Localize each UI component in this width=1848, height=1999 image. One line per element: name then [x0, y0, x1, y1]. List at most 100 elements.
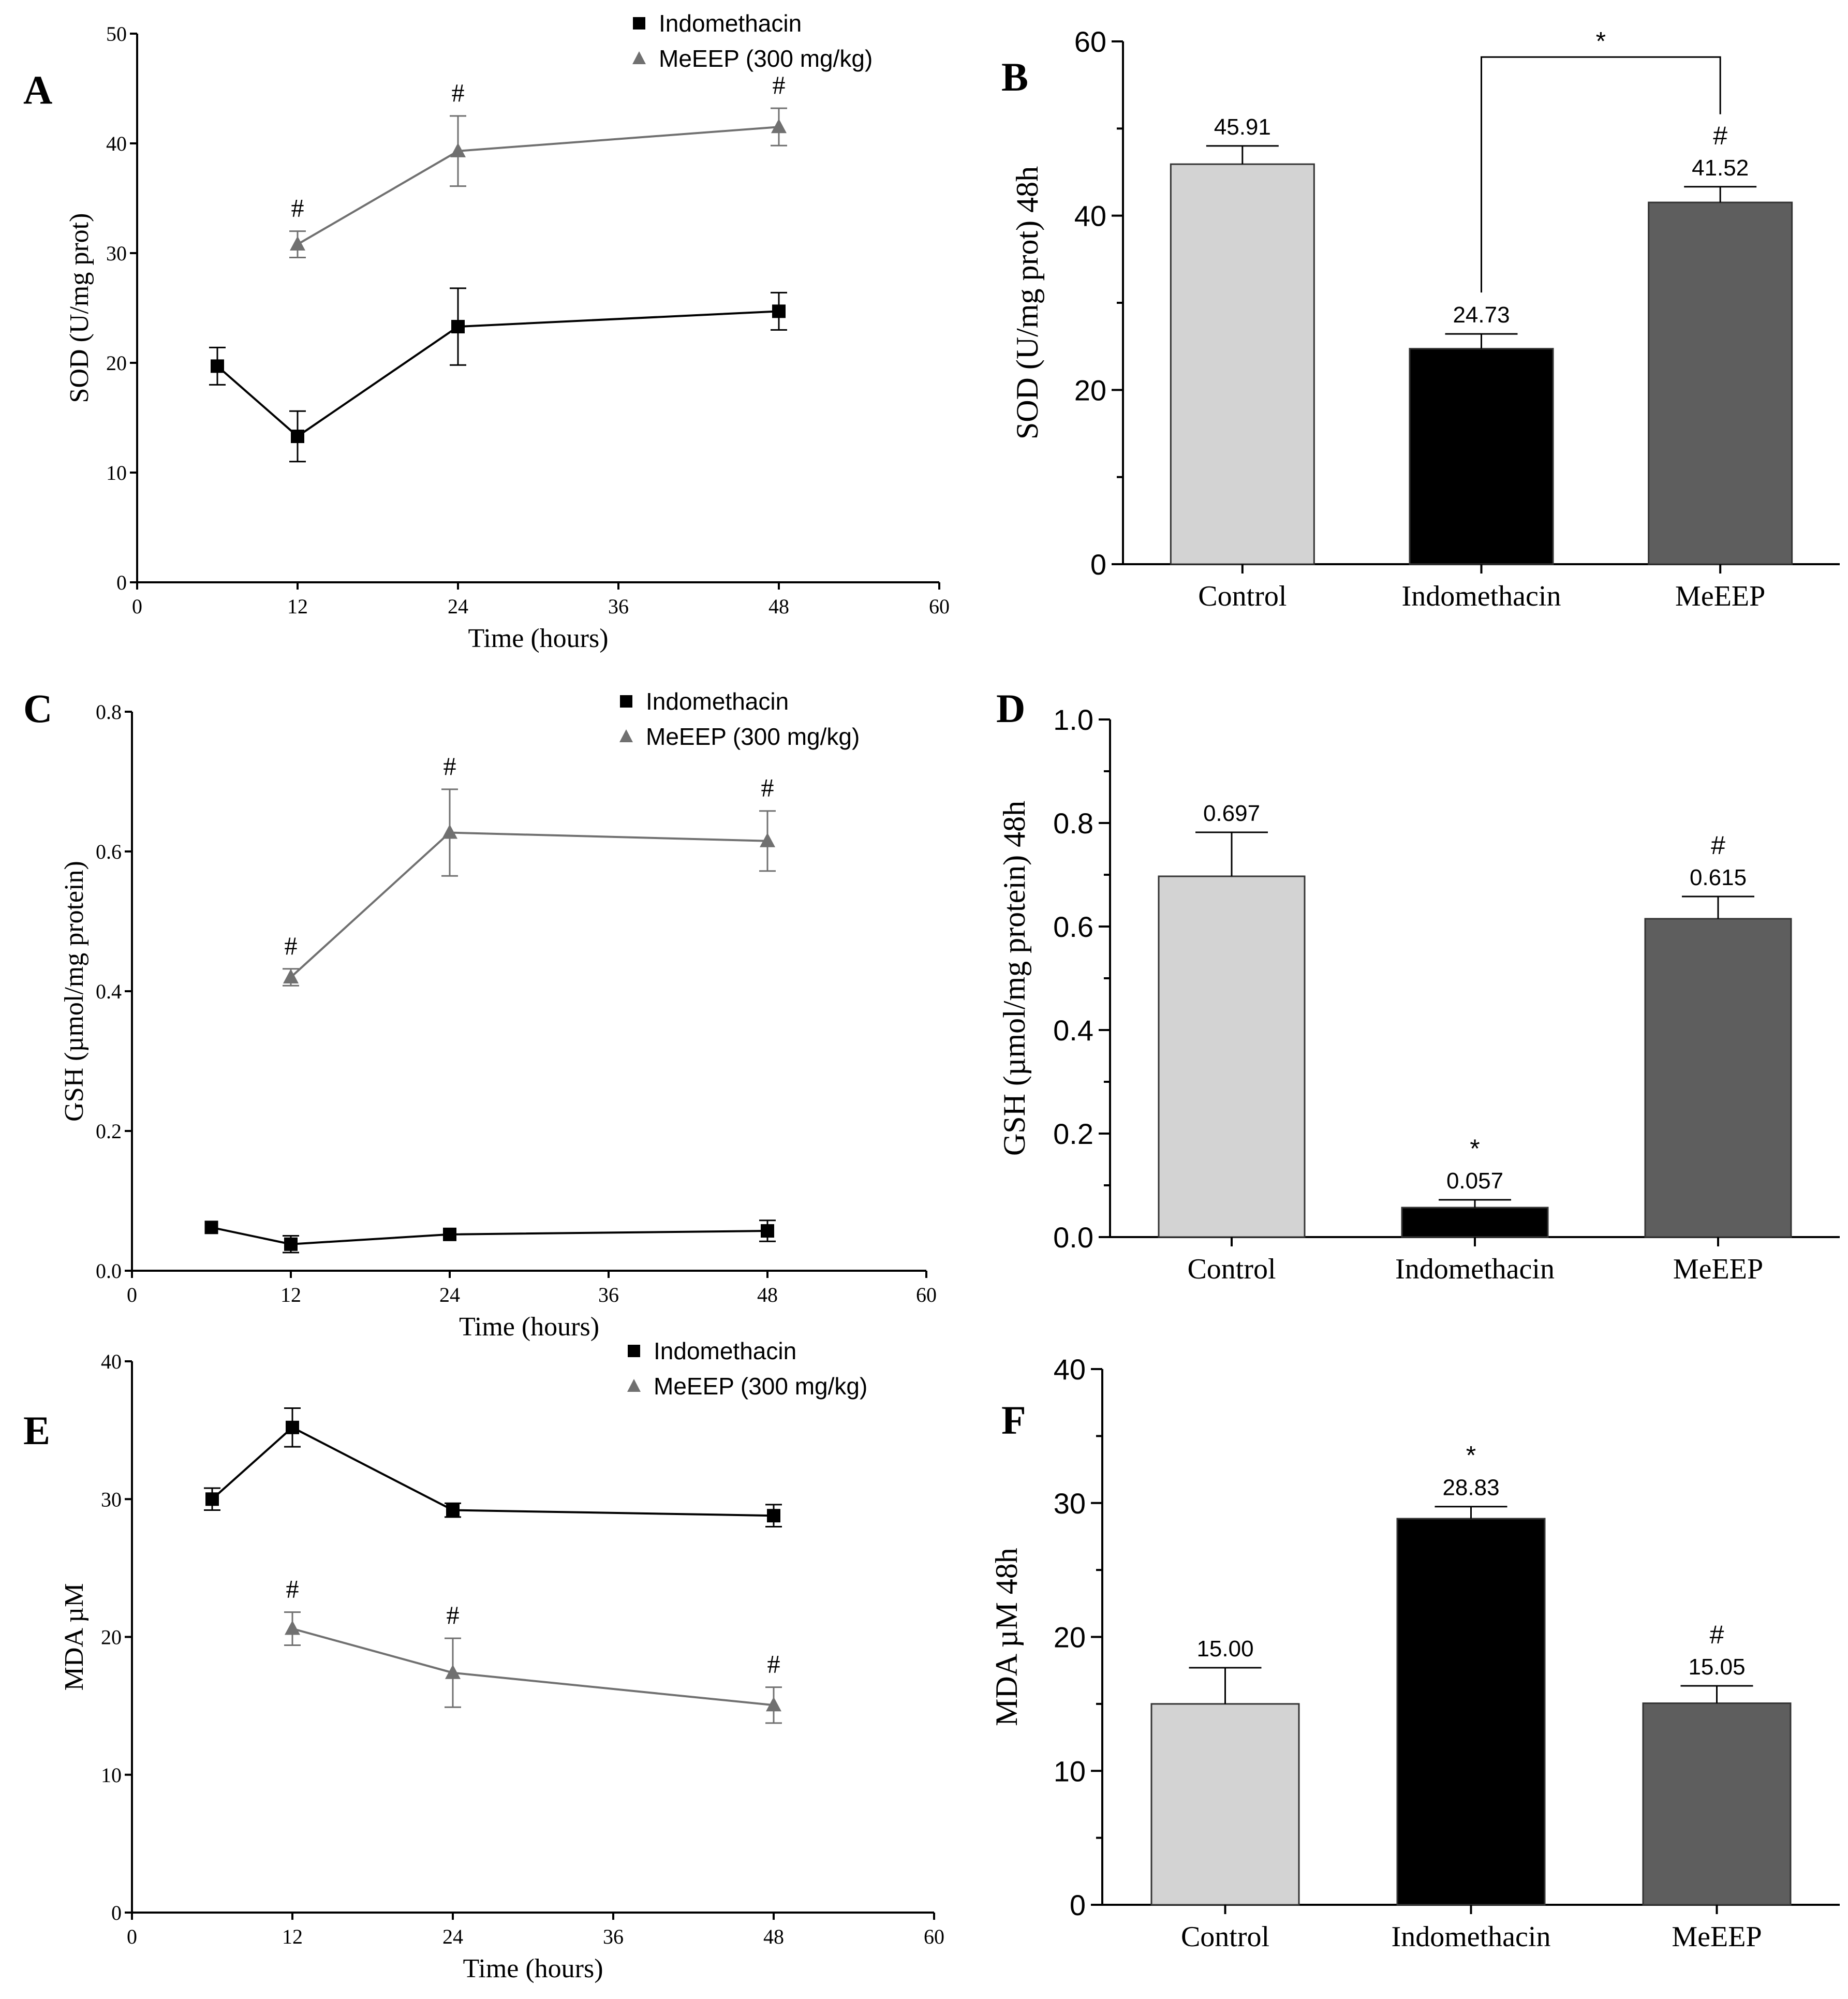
bar	[1648, 201, 1793, 565]
y-tick-label: 0.0	[1053, 1221, 1093, 1254]
data-point	[445, 1664, 461, 1679]
data-point	[760, 832, 775, 847]
significance-mark: #	[1710, 1620, 1724, 1649]
significance-bracket	[1481, 56, 1721, 293]
x-tick-label: 48	[768, 595, 789, 618]
legend-swatch	[627, 1379, 641, 1392]
legend-swatch	[632, 51, 646, 64]
data-point	[291, 430, 304, 444]
value-label: 0.697	[1203, 801, 1260, 826]
y-tick-label: 0.2	[96, 1120, 122, 1143]
series-line	[216, 310, 779, 438]
x-tick-label: 60	[929, 595, 950, 618]
bar-chart-f: F 0 10 20 30 40 MDA µM 48h 15.00 Control 28.83 * In…	[989, 1353, 1840, 1953]
significance-mark: *	[1466, 1441, 1476, 1470]
series-line	[211, 1226, 768, 1245]
panel-letter: F	[1001, 1398, 1026, 1443]
y-tick-label: 0.2	[1053, 1118, 1093, 1150]
bar	[1396, 1518, 1546, 1906]
legend-swatch	[620, 695, 632, 708]
y-axis-title: SOD (U/mg prot) 48h	[1010, 166, 1044, 439]
y-tick-label: 0.6	[96, 840, 122, 863]
y-tick-label: 0	[1070, 1889, 1086, 1921]
y-tick-label: 0	[116, 571, 127, 594]
significance-mark: *	[1470, 1134, 1480, 1163]
line-chart-c: C 0.0 0.2 0.4 0.6 0.8 0 12 24 36 48 60 Time (hours) G…	[23, 686, 937, 1342]
value-label: 41.52	[1692, 155, 1749, 181]
legend-label: MeEEP (300 mg/kg)	[654, 1373, 867, 1400]
line-chart-e: E 0 10 20 30 40 0 12 24 36 48 60 Time (hours) MDA µM #…	[23, 1337, 944, 1983]
y-tick-label: 0.0	[96, 1259, 122, 1283]
panel-letter: B	[1001, 54, 1028, 99]
data-point	[442, 824, 457, 839]
y-tick-label: 10	[106, 461, 127, 484]
significance-mark: #	[767, 1650, 780, 1679]
x-axis-title: Time (hours)	[468, 624, 608, 653]
y-tick-label: 60	[1074, 25, 1106, 58]
x-tick-label: 36	[603, 1925, 624, 1948]
series-line	[297, 126, 779, 245]
value-label: 45.91	[1214, 114, 1271, 140]
y-tick-label: 10	[1054, 1755, 1086, 1787]
y-tick-label: 30	[101, 1488, 122, 1511]
significance-mark: #	[1713, 121, 1727, 150]
legend-label: Indomethacin	[659, 10, 802, 37]
x-tick-label: 0	[132, 595, 142, 618]
value-label: 0.615	[1690, 865, 1747, 890]
y-tick-label: 50	[106, 22, 127, 46]
x-tick-label: MeEEP	[1673, 1253, 1763, 1285]
bar	[1150, 1703, 1300, 1906]
legend-swatch	[633, 17, 645, 30]
significance-mark: #	[286, 1575, 299, 1604]
value-label: 15.05	[1688, 1654, 1745, 1680]
x-axis-title: Time (hours)	[459, 1312, 599, 1342]
x-tick-label: 48	[763, 1925, 784, 1948]
x-tick-label: 0	[127, 1925, 137, 1948]
data-point	[766, 1697, 781, 1712]
legend-label: Indomethacin	[646, 688, 789, 715]
panel-letter: A	[23, 67, 52, 112]
y-axis-title: MDA µM 48h	[989, 1548, 1024, 1726]
y-tick-label: 0	[111, 1901, 122, 1924]
y-axis-title: GSH (µmol/mg protein) 48h	[997, 801, 1031, 1156]
x-tick-label: 48	[757, 1283, 778, 1306]
y-tick-label: 40	[101, 1350, 122, 1373]
significance-mark: #	[443, 752, 456, 781]
y-tick-label: 30	[106, 242, 127, 265]
data-point	[211, 359, 224, 373]
x-tick-label: Indomethacin	[1395, 1253, 1555, 1285]
legend-swatch	[619, 729, 633, 742]
data-point	[767, 1509, 780, 1523]
x-tick-label: 12	[280, 1283, 301, 1306]
bar	[1642, 1702, 1792, 1906]
data-point	[286, 1420, 299, 1434]
y-tick-label: 20	[101, 1626, 122, 1649]
data-point	[204, 1221, 218, 1234]
bar	[1401, 1207, 1549, 1238]
data-point	[205, 1492, 219, 1506]
line-chart-a: A 0 10 20 30 40 50 0 12 24 36 48 60 Time (hours) SOD (…	[23, 10, 950, 653]
significance-mark: #	[285, 931, 298, 960]
y-tick-label: 10	[101, 1763, 122, 1787]
significance-mark: #	[452, 78, 465, 107]
bar	[1644, 918, 1792, 1238]
legend-label: MeEEP (300 mg/kg)	[659, 45, 873, 72]
panel-letter: E	[23, 1408, 50, 1453]
bar-chart-b: B 0 20 40 60 SOD (U/mg prot) 48h 45.91 Control 2…	[1001, 25, 1840, 612]
x-tick-label: 24	[442, 1925, 463, 1948]
x-tick-label: 60	[916, 1283, 937, 1306]
significance-mark: #	[447, 1600, 460, 1629]
x-tick-label: 24	[439, 1283, 460, 1306]
value-label: 0.057	[1446, 1168, 1503, 1194]
y-axis-title: MDA µM	[60, 1583, 89, 1691]
x-tick-label: Control	[1181, 1921, 1269, 1953]
bar-chart-d: D 0.0 0.2 0.4 0.6 0.8 1.0 GSH (µmol/mg protein)…	[996, 686, 1840, 1285]
x-tick-label: MeEEP	[1675, 580, 1765, 612]
x-tick-label: Control	[1198, 580, 1287, 612]
x-tick-label: Indomethacin	[1402, 580, 1561, 612]
x-tick-label: 12	[282, 1925, 303, 1948]
x-axis-title: Time (hours)	[463, 1954, 603, 1983]
value-label: 28.83	[1442, 1475, 1499, 1501]
bar	[1170, 163, 1315, 565]
